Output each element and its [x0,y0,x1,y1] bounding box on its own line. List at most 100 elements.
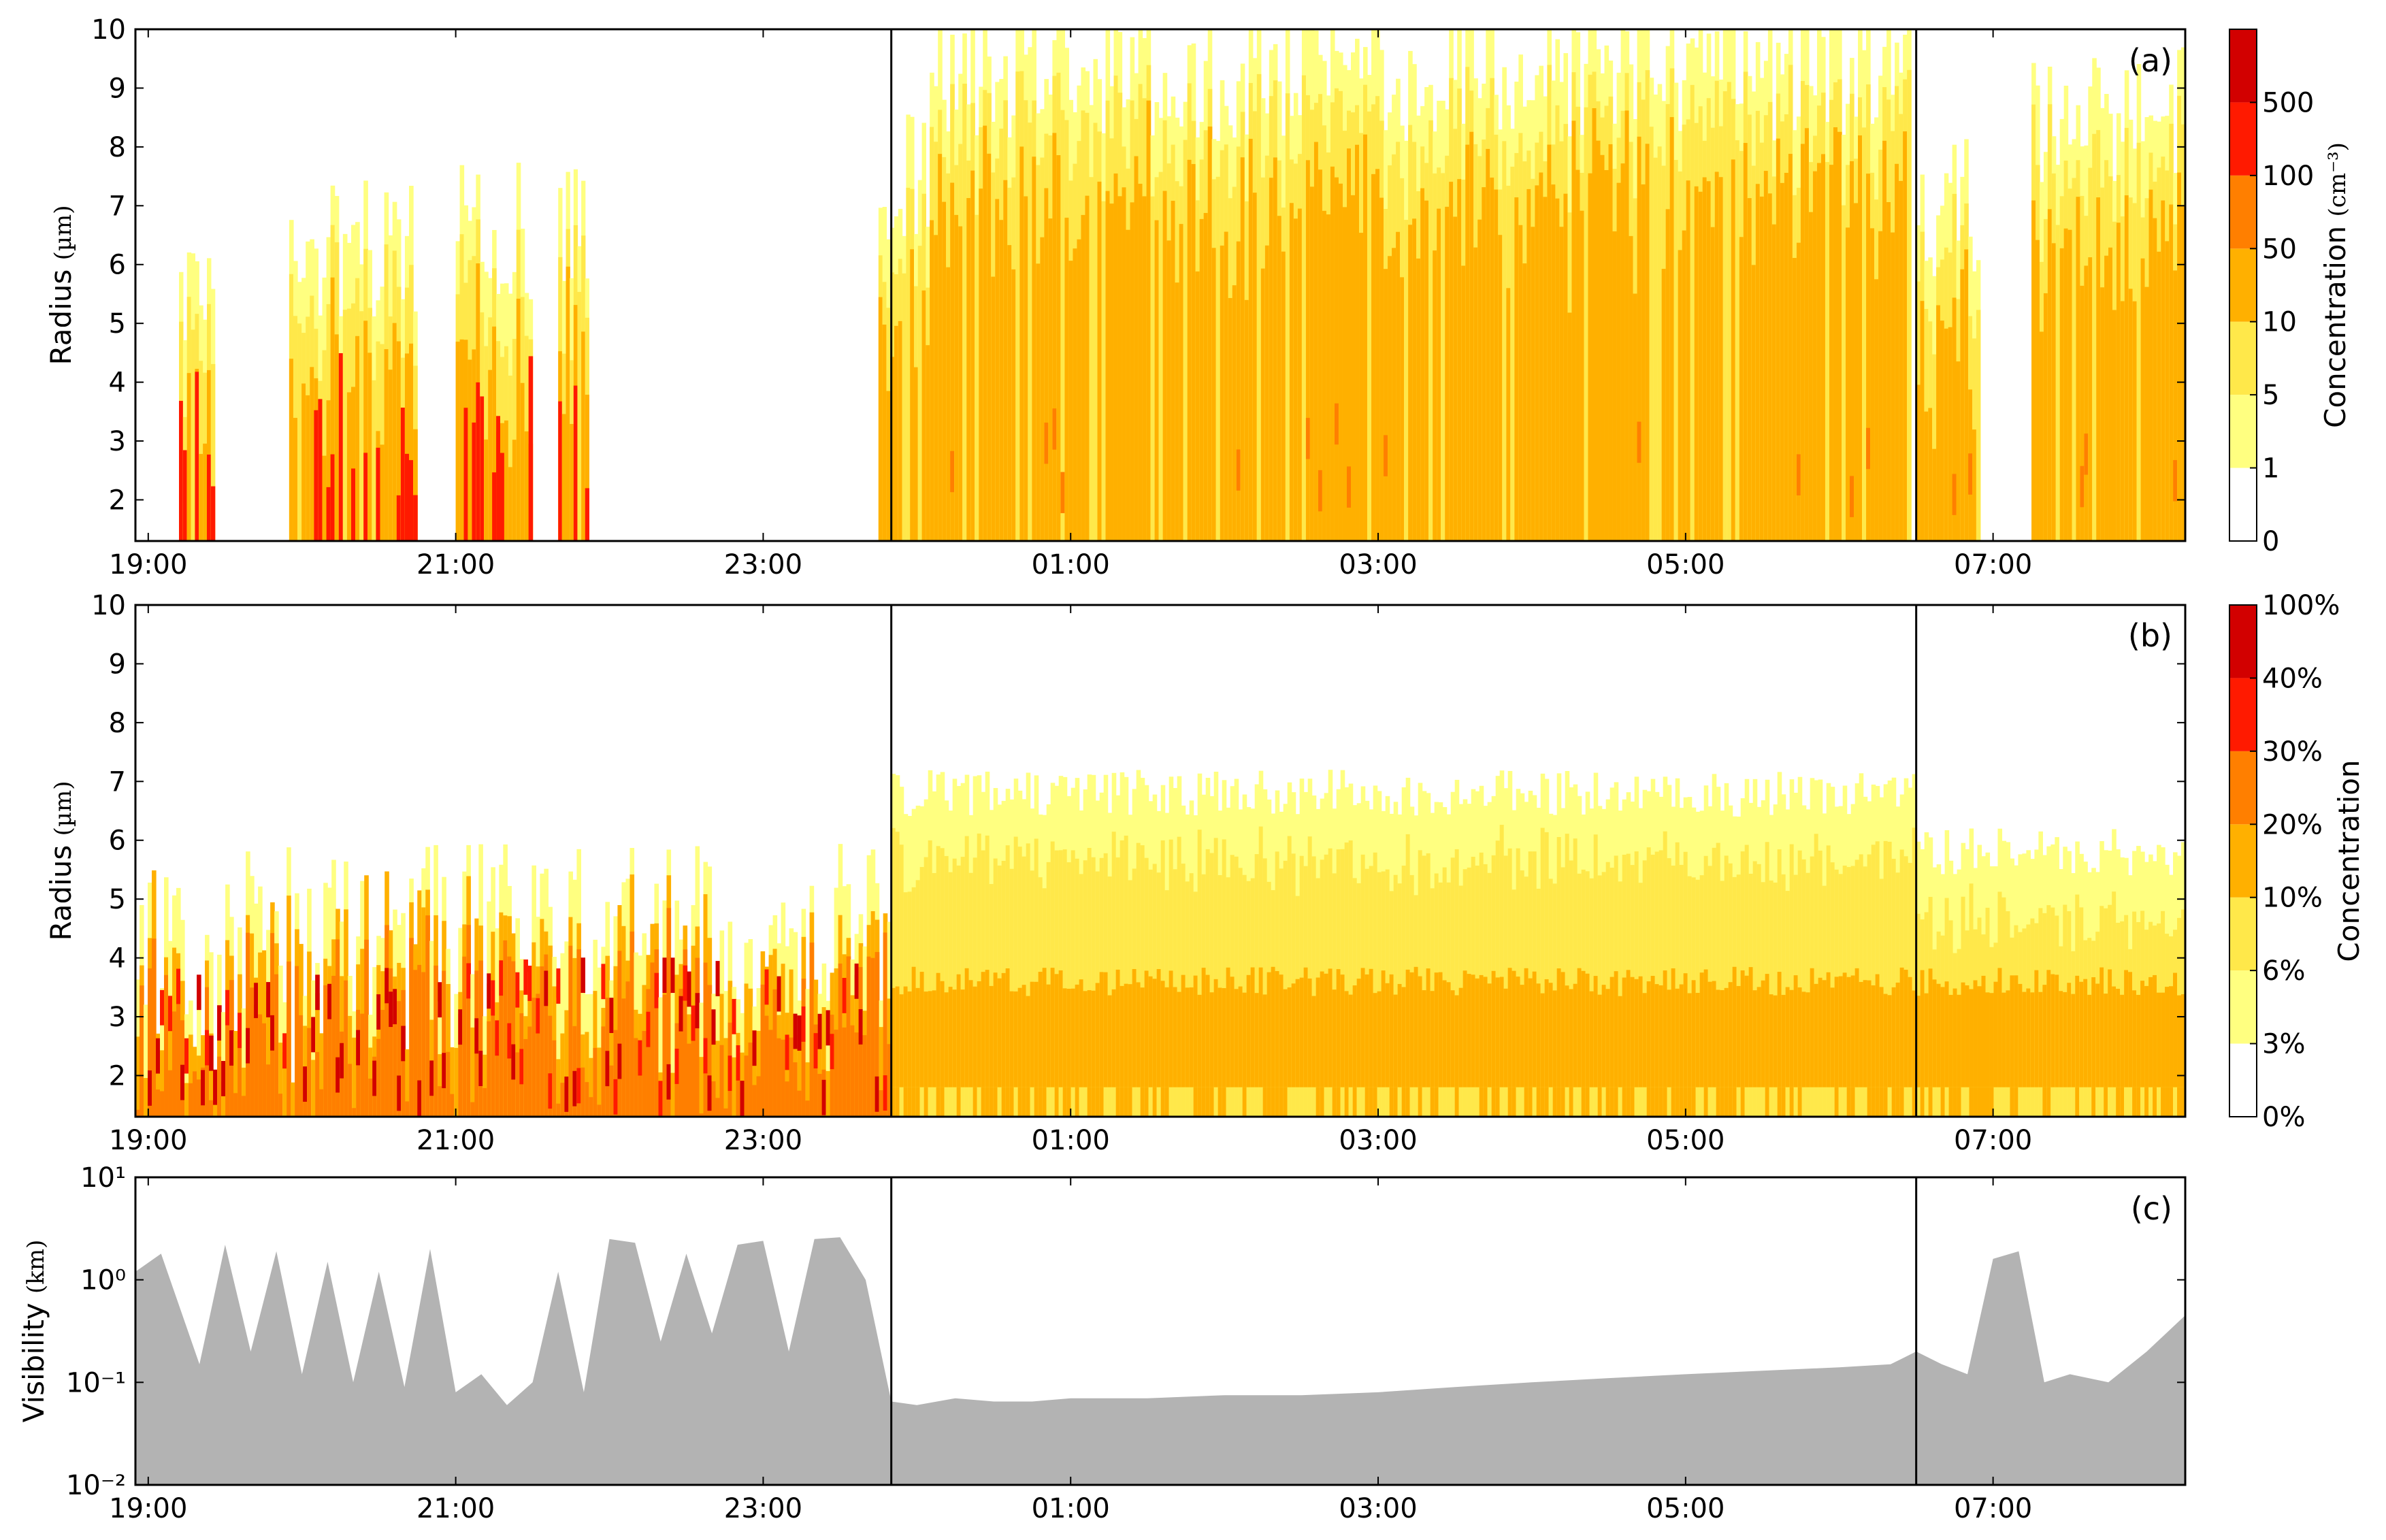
heat-cell [1800,144,1805,541]
heat-cell [1630,977,1635,1087]
heat-cell [1346,148,1352,541]
heat-cell [1634,1087,1639,1117]
heat-cell [1503,1087,1509,1117]
heat-cell [1879,987,1884,1087]
heat-cell [1428,120,1433,541]
heat-cell [463,408,469,541]
heat-cell [875,1076,880,1112]
heat-cell [1001,972,1007,1087]
heat-cell [400,407,406,541]
heat-cell [854,1032,860,1117]
heat-cell [1511,1087,1517,1117]
heat-cell [536,994,540,1117]
heat-cell [1675,842,1680,1117]
heat-cell [314,410,319,541]
heat-cell [2148,189,2154,541]
heat-cell [2153,218,2157,541]
heat-cell [1846,1087,1852,1117]
heat-cell [1600,154,1605,541]
heat-cell [1026,843,1031,1117]
heat-cell [1871,985,1876,1087]
heat-cell [968,1087,974,1117]
heat-cell [1842,1087,1848,1117]
heat-cell [1491,1087,1497,1117]
heat-cell [238,1013,242,1049]
heat-cell [1834,1087,1840,1117]
heat-cell [1788,154,1793,541]
heat-cell [540,966,544,1117]
heat-cell [1175,282,1180,541]
heat-cell [772,989,778,1117]
heat-cell [1989,993,1995,1087]
heat-cell [1671,968,1676,1087]
heat-cell [1940,987,1946,1087]
heat-cell [621,998,627,1117]
heat-cell [1499,1087,1505,1117]
heat-cell [352,1108,357,1117]
heat-cell [906,187,911,541]
heat-cell [1169,970,1174,1087]
heat-cell [817,1013,823,1049]
heat-cell [1548,983,1554,1087]
heat-cell [1981,975,1987,1087]
heat-cell [1532,1087,1537,1117]
heat-cell [1528,1087,1533,1117]
heat-cell [654,972,659,1009]
heat-cell [266,1064,271,1117]
heat-cell [310,367,314,541]
heat-cell [1177,992,1182,1087]
heat-cell [524,431,529,541]
heat-cell [1136,1087,1141,1117]
heat-cell [1520,985,1525,1087]
heat-cell [907,991,913,1087]
panel-a-heatmap [179,29,2185,541]
heat-cell [2068,229,2073,541]
heat-cell [1780,182,1785,541]
heat-cell [1875,974,1880,1087]
heat-cell [242,1067,246,1117]
heat-cell [593,1047,598,1117]
heat-cell [532,998,536,1117]
heat-cell [1266,1087,1272,1117]
heat-cell [359,311,364,541]
heat-cell [508,375,513,541]
heat-cell [176,983,181,1117]
heat-cell [973,986,978,1087]
heat-cell [1932,448,1937,541]
colorbar-tick-label: 500 [2262,87,2314,118]
heat-cell [2030,1087,2035,1117]
heat-cell [1413,1087,1419,1117]
heat-cell [903,1087,909,1117]
heat-cell [189,1083,193,1117]
panel-b-markers [890,605,1918,1117]
heat-cell [1453,216,1458,541]
heat-cell [144,1004,148,1117]
heat-cell [1732,966,1737,1087]
heat-cell [866,956,872,1117]
heat-cell [348,1064,353,1117]
heat-cell [1038,1087,1043,1117]
heat-cell [527,1026,532,1117]
y-tick-label: 10¹ [80,1162,126,1194]
heat-cell [1973,1087,1978,1117]
heat-cell [363,321,368,541]
colorbar-bin [2229,897,2257,971]
heat-cell [1629,235,1634,541]
heat-cell [2043,293,2048,541]
heat-cell [1385,1087,1390,1117]
heat-cell [1122,187,1127,541]
heat-cell [2092,133,2097,541]
heat-cell [1222,1087,1227,1117]
heat-cell [1107,1087,1113,1117]
heat-cell [711,1081,717,1117]
heat-cell [1577,1087,1582,1117]
heat-cell [752,1085,757,1117]
heat-cell [164,974,169,1117]
heat-cell [1430,1087,1435,1117]
heat-cell [1044,423,1049,464]
heat-cell [301,383,306,541]
heat-cell [2087,994,2092,1087]
heat-cell [385,925,389,1117]
heat-cell [438,1054,442,1117]
heat-cell [1254,993,1260,1087]
